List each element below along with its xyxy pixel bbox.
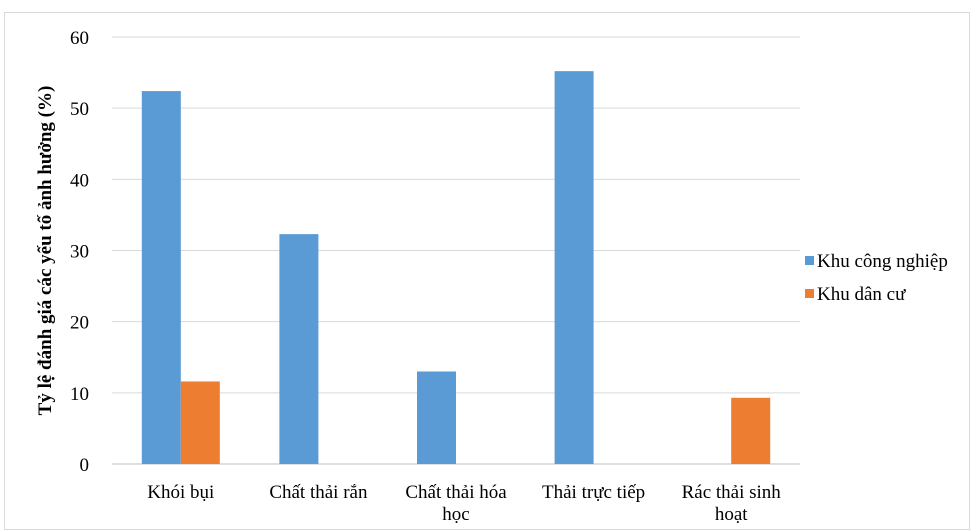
legend-label: Khu công nghiệp: [817, 251, 948, 272]
x-tick-label: Rác thải sinh: [682, 482, 782, 503]
y-tick-label: 50: [70, 99, 89, 120]
x-tick-label: Chất thải rắn: [269, 482, 368, 503]
y-tick-label: 20: [70, 313, 89, 334]
y-tick-label: 0: [80, 455, 90, 476]
legend-label: Khu dân cư: [817, 284, 906, 305]
x-tick-label: Thải trực tiếp: [542, 482, 645, 503]
y-tick-label: 40: [70, 170, 89, 191]
y-tick-label: 10: [70, 384, 89, 405]
y-tick-label: 60: [70, 28, 89, 49]
legend-swatch: [805, 289, 814, 298]
y-axis-title: Tỷ lệ đánh giá các yếu tố ảnh hưởng (%): [35, 86, 56, 416]
bar-industrial: [417, 371, 456, 464]
x-tick-label: Chất thải hóa: [405, 482, 507, 503]
y-tick-label: 30: [70, 242, 89, 263]
bar-residential: [731, 397, 771, 464]
legend-swatch: [805, 256, 814, 265]
x-tick-label: hoạt: [715, 504, 748, 525]
bar-industrial: [554, 71, 594, 464]
x-tick-label: học: [442, 504, 469, 525]
bar-industrial: [279, 234, 319, 464]
bar-industrial: [141, 91, 181, 464]
bar-residential: [180, 381, 220, 464]
x-tick-label: Khói bụi: [147, 482, 214, 503]
